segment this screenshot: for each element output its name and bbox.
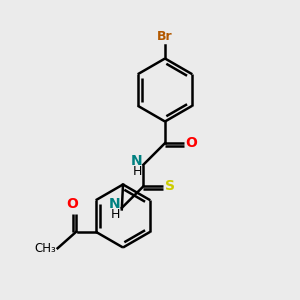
Text: S: S bbox=[165, 179, 175, 193]
Text: H: H bbox=[133, 165, 142, 178]
Text: CH₃: CH₃ bbox=[34, 242, 56, 255]
Text: O: O bbox=[186, 136, 198, 150]
Text: O: O bbox=[67, 197, 79, 211]
Text: N: N bbox=[109, 197, 120, 211]
Text: N: N bbox=[130, 154, 142, 168]
Text: Br: Br bbox=[157, 30, 173, 43]
Text: H: H bbox=[111, 208, 120, 221]
